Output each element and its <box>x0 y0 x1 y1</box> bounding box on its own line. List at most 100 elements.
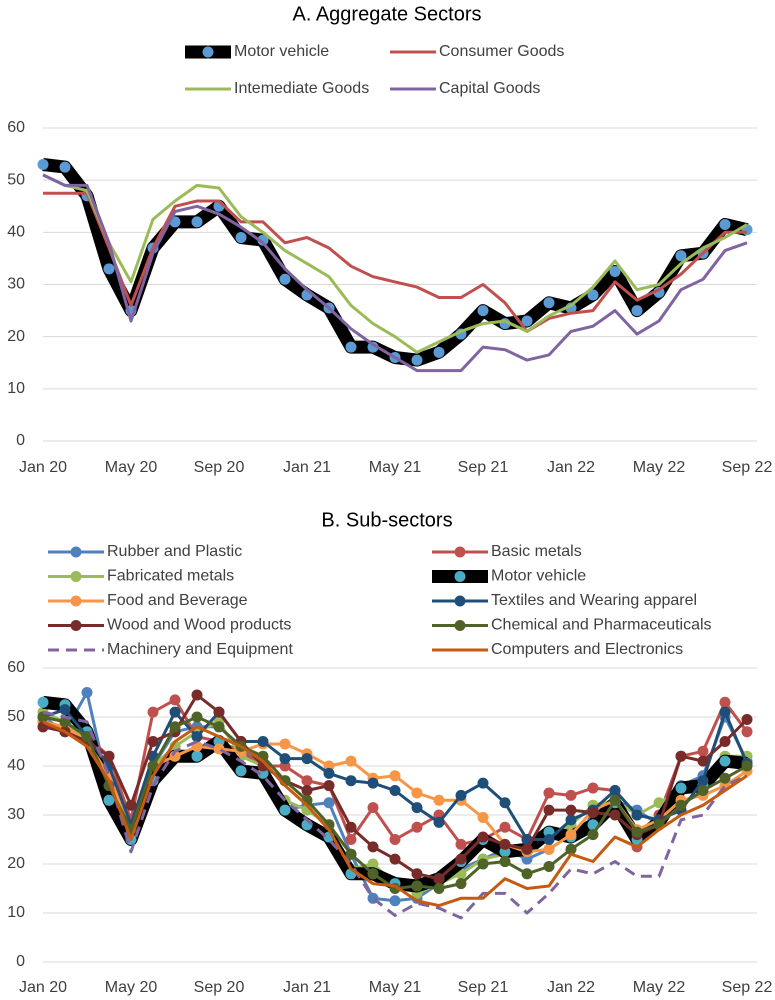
data-point <box>719 736 731 747</box>
data-point <box>411 802 423 814</box>
data-point <box>279 738 291 750</box>
y-tick-label: 20 <box>7 855 25 872</box>
x-tick-label: Jan 22 <box>547 979 595 996</box>
data-point <box>279 804 291 816</box>
data-point <box>543 297 555 309</box>
legend-marker <box>454 546 466 558</box>
data-point <box>543 860 555 872</box>
data-point <box>477 777 489 789</box>
data-point <box>455 853 467 865</box>
data-point <box>323 797 335 809</box>
data-point <box>279 273 291 285</box>
data-point <box>81 687 93 698</box>
series-line <box>42 173 748 373</box>
data-point <box>345 775 357 787</box>
legend-label: Capital Goods <box>439 80 540 97</box>
data-point <box>411 868 423 880</box>
data-point <box>477 831 489 843</box>
chart-title: B. Sub-sectors <box>321 509 452 531</box>
legend-marker <box>70 546 82 558</box>
data-point <box>587 782 599 794</box>
data-point <box>565 843 577 855</box>
data-point <box>697 775 709 787</box>
y-tick-label: 60 <box>7 119 25 136</box>
data-point <box>367 802 379 814</box>
chart-title: A. Aggregate Sectors <box>292 3 481 25</box>
y-tick-label: 30 <box>7 806 25 823</box>
data-point <box>565 814 577 826</box>
data-point <box>675 782 687 794</box>
data-point <box>169 706 181 718</box>
data-point <box>323 780 335 792</box>
data-point <box>521 868 533 880</box>
data-point <box>455 878 467 890</box>
data-point <box>411 354 423 366</box>
data-point <box>389 853 401 865</box>
data-point <box>191 711 203 723</box>
legend-label: Rubber and Plastic <box>107 543 242 560</box>
legend-label: Motor vehicle <box>234 43 329 60</box>
y-tick-label: 10 <box>7 380 25 397</box>
data-point <box>433 883 445 894</box>
data-point <box>147 706 159 718</box>
data-point <box>279 753 291 765</box>
data-point <box>257 736 269 747</box>
data-point <box>389 895 401 907</box>
data-point <box>543 834 555 845</box>
data-point <box>587 289 599 301</box>
x-tick-label: Jan 21 <box>283 979 331 996</box>
data-point <box>169 721 181 733</box>
legend-label: Computers and Electronics <box>491 641 683 658</box>
x-tick-label: Sep 21 <box>458 459 509 476</box>
data-point <box>675 750 687 762</box>
data-point <box>301 753 313 765</box>
data-point <box>697 745 709 757</box>
data-point <box>433 873 445 885</box>
data-point <box>103 794 115 806</box>
data-point <box>741 726 753 738</box>
data-point <box>37 711 49 723</box>
x-tick-label: May 22 <box>633 459 686 476</box>
data-point <box>565 829 577 841</box>
data-point <box>455 789 467 801</box>
series-line <box>42 710 748 920</box>
x-tick-label: Sep 22 <box>722 459 773 476</box>
y-tick-label: 20 <box>7 328 25 345</box>
data-point <box>389 770 401 782</box>
x-tick-label: Sep 20 <box>194 459 245 476</box>
data-point <box>565 789 577 801</box>
data-point <box>147 736 159 747</box>
x-tick-label: Jan 20 <box>19 979 67 996</box>
data-point <box>631 809 643 821</box>
data-point <box>741 760 753 772</box>
legend-label: Intemediate Goods <box>234 80 369 97</box>
legend-label: Basic metals <box>491 543 582 560</box>
legend-label: Consumer Goods <box>439 43 564 60</box>
data-point <box>257 234 269 246</box>
data-point <box>609 785 621 796</box>
x-tick-label: May 21 <box>369 979 422 996</box>
x-tick-label: Jan 21 <box>283 459 331 476</box>
x-tick-label: May 22 <box>633 979 686 996</box>
data-point <box>59 716 71 728</box>
data-point <box>609 809 621 821</box>
legend-marker <box>70 571 82 582</box>
data-point <box>191 216 203 228</box>
data-point <box>323 767 335 779</box>
data-point <box>81 731 93 743</box>
legend-label: Machinery and Equipment <box>107 641 293 658</box>
y-tick-label: 0 <box>16 953 25 970</box>
y-tick-label: 50 <box>7 708 25 725</box>
data-point <box>543 787 555 799</box>
data-point <box>433 794 445 806</box>
data-point <box>301 775 313 787</box>
data-point <box>477 305 489 317</box>
data-point <box>675 250 687 262</box>
data-point <box>609 794 621 806</box>
data-point <box>213 721 225 733</box>
data-point <box>191 689 203 701</box>
legend-label: Wood and Wood products <box>107 617 291 634</box>
data-point <box>191 750 203 762</box>
data-point <box>213 706 225 718</box>
